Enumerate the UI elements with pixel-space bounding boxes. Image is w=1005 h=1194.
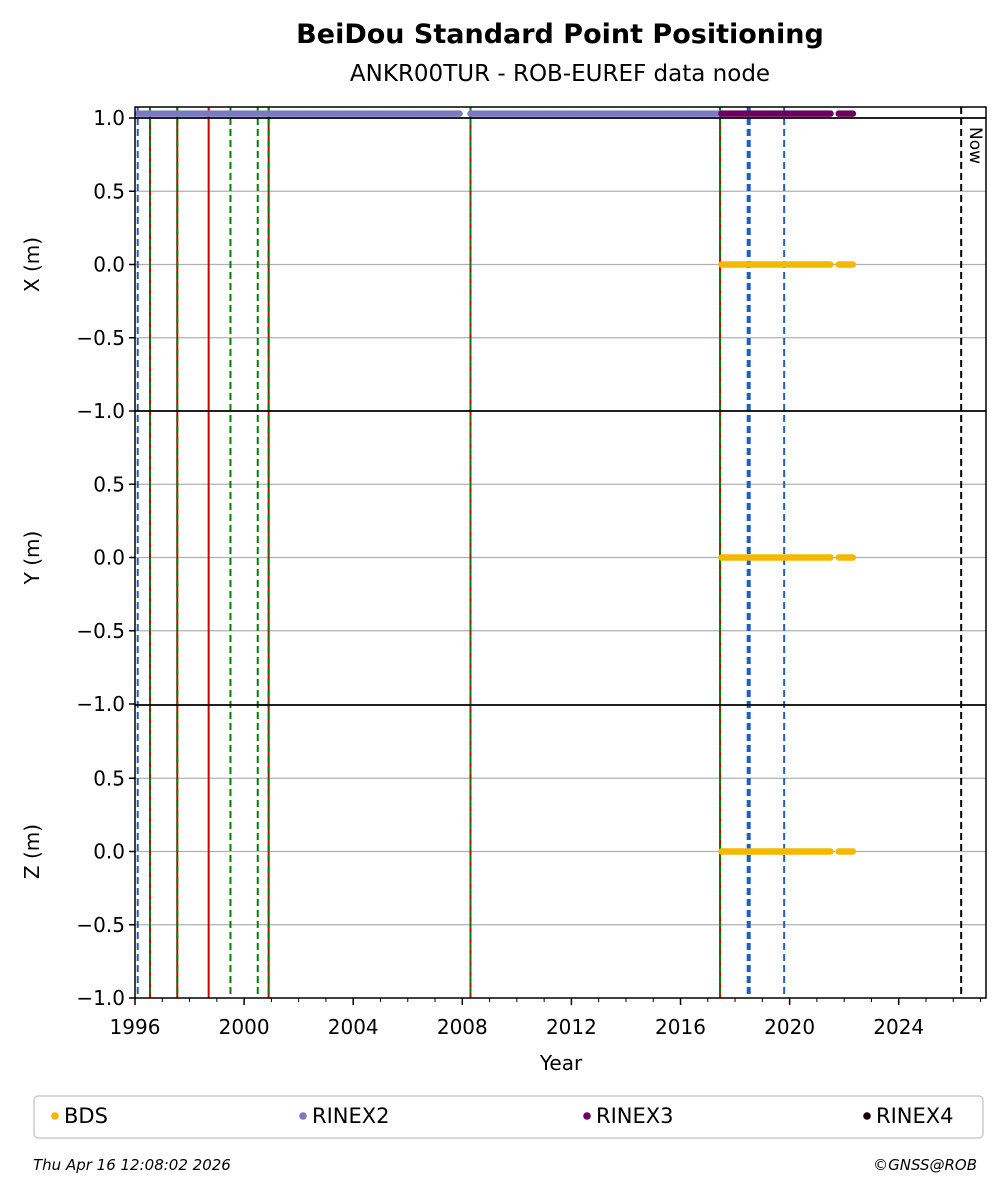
data-point [849, 261, 857, 268]
legend-label: RINEX2 [312, 1104, 390, 1128]
legend-box [33, 1095, 984, 1139]
legend: BDS RINEX2 RINEX3 RINEX4 [33, 1095, 984, 1139]
legend-label: RINEX3 [596, 1104, 674, 1128]
y-tick-label: −1.0 [76, 692, 125, 716]
legend-marker [299, 1112, 307, 1120]
legend-label: RINEX4 [876, 1104, 954, 1128]
chart-subtitle: ANKR00TUR - ROB-EUREF data node [350, 61, 770, 87]
data-point [849, 848, 857, 855]
data-point [849, 110, 857, 117]
series-bds [718, 261, 857, 855]
y-tick-label: 0.0 [93, 840, 125, 864]
y-tick-label: −1.0 [76, 399, 125, 423]
x-tick-labels: 1996 2000 2004 2008 2012 2016 2020 2024 [110, 998, 982, 1039]
x-tick-label: 2008 [437, 1015, 488, 1039]
footer-copyright: ©GNSS@ROB [873, 1156, 977, 1174]
x-tick-label: 2000 [219, 1015, 270, 1039]
x-tick-label: 2004 [328, 1015, 379, 1039]
y-tick-label: 0.5 [93, 766, 125, 790]
x-tick-label: 2012 [546, 1015, 597, 1039]
x-tick-label: 1996 [110, 1015, 161, 1039]
event-lines [136, 107, 963, 998]
y-tick-label: −0.5 [76, 913, 125, 937]
y-tick-label: 0.0 [93, 546, 125, 570]
legend-label: BDS [64, 1104, 108, 1128]
legend-item-rinex4: RINEX4 [863, 1104, 954, 1128]
data-point [827, 554, 834, 561]
series-rinex3 [718, 110, 857, 117]
y-tick-label: 0.5 [93, 472, 125, 496]
x-tick-label: 2024 [873, 1015, 924, 1039]
footer-timestamp: Thu Apr 16 12:08:02 2026 [33, 1156, 231, 1174]
y-tick-label: −0.5 [76, 619, 125, 643]
now-label: Now [965, 127, 985, 164]
data-point [456, 110, 463, 117]
x-axis-label: Year [539, 1051, 583, 1075]
y-axis-labels: X (m) Y (m) Z (m) [20, 237, 44, 879]
y-tick-label: 0.5 [93, 179, 125, 203]
legend-item-rinex3: RINEX3 [583, 1104, 674, 1128]
legend-item-rinex2: RINEX2 [299, 1104, 390, 1128]
legend-item-bds: BDS [51, 1104, 108, 1128]
y-axis-label: Y (m) [20, 531, 44, 586]
data-point [827, 110, 834, 117]
series-rinex2 [134, 110, 725, 117]
legend-marker [863, 1112, 871, 1120]
plot-frame [134, 106, 987, 999]
y-tick-label: 0.0 [93, 253, 125, 277]
y-tick-label: 1.0 [93, 106, 125, 130]
data-series [134, 110, 857, 855]
gridlines [135, 190, 986, 926]
y-tick-label: −1.0 [76, 986, 125, 1010]
legend-marker [583, 1112, 591, 1120]
y-tick-labels: 1.0 0.5 0.0 −0.5 −1.0 0.5 0.0 −0.5 −1.0 0.5 0.0 −0.… [76, 106, 135, 1010]
chart-title: BeiDou Standard Point Positioning [296, 19, 824, 50]
plot-border [134, 106, 987, 999]
data-point [827, 261, 834, 268]
y-tick-label: −0.5 [76, 326, 125, 350]
y-axis-label: Z (m) [20, 824, 44, 879]
data-point [827, 848, 834, 855]
x-tick-label: 2020 [764, 1015, 815, 1039]
legend-marker [51, 1112, 59, 1120]
data-point [849, 554, 857, 561]
y-axis-label: X (m) [20, 237, 44, 292]
x-tick-label: 2016 [655, 1015, 706, 1039]
